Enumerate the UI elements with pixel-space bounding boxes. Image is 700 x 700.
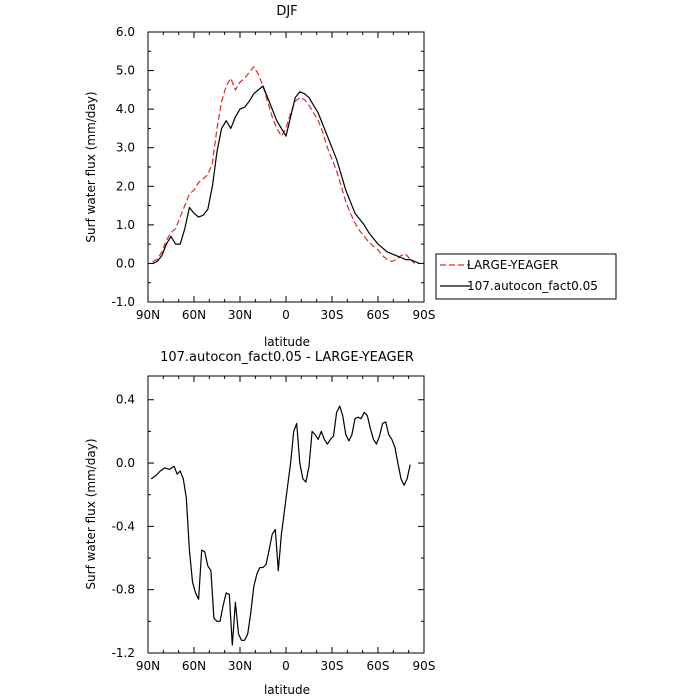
legend-label-large-yeager: LARGE-YEAGER [467,258,558,272]
bottom-y-tick-label: -1.2 [112,646,135,660]
bottom-x-tick-label: 0 [282,659,290,673]
top-y-tick-label: 6.0 [116,25,135,39]
bottom-y-axis-label: Surf water flux (mm/day) [84,438,98,589]
top-x-tick-label: 90N [136,308,160,322]
top-y-tick-label: -1.0 [112,295,135,309]
bottom-y-tick-label: 0.4 [116,393,135,407]
legend-box [435,253,617,300]
top-title: DJF [276,4,297,19]
bottom-x-tick-label: 30S [321,659,344,673]
top-y-tick-label: 2.0 [116,179,135,193]
bottom-y-tick-label: -0.4 [112,519,135,533]
bottom-x-tick-label: 60S [367,659,390,673]
bottom-x-tick-label: 60N [182,659,206,673]
top-x-tick-label: 30S [321,308,344,322]
top-x-tick-label: 60N [182,308,206,322]
top-ticks-group: 90N 60N 30N 0 30S 60S 90S -1.0 0.0 1.0 2.0 3.0 4.0 5.… [112,25,436,322]
bottom-y-tick-label: -0.8 [112,583,135,597]
bottom-ticks-group: 90N 60N 30N 0 30S 60S 90S -1.2 -0.8 -0.4 0.0 0.4 [112,376,436,673]
bottom-y-tick-label: 0.0 [116,456,135,470]
bottom-x-tick-label: 30N [228,659,252,673]
bottom-plot-frame [147,375,425,654]
top-series-line-1 [152,85,420,264]
bottom-x-tick-label: 90N [136,659,160,673]
top-legend: LARGE-YEAGER 107.autocon_fact0.05 [435,253,617,300]
top-series-line-0 [152,66,416,264]
top-y-tick-label: 4.0 [116,102,135,116]
top-y-tick-label: 3.0 [116,141,135,155]
top-plot-frame [147,31,425,303]
legend-label-autocon: 107.autocon_fact0.05 [467,279,598,293]
bottom-series-line-0 [150,405,411,646]
top-x-tick-label: 90S [413,308,436,322]
top-x-tick-label: 60S [367,308,390,322]
top-x-tick-label: 30N [228,308,252,322]
bottom-x-axis-label: latitude [264,683,310,697]
top-panel: DJF 90N 60N 30N 0 30S 60S 90S -1.0 0.0 1.0 2.0 3.0 4… [84,4,617,349]
top-x-axis-label: latitude [264,335,310,349]
bottom-x-tick-label: 90S [413,659,436,673]
bottom-series-group [150,405,411,646]
top-y-tick-label: 5.0 [116,64,135,78]
top-x-tick-label: 0 [282,308,290,322]
top-y-axis-label: Surf water flux (mm/day) [84,91,98,242]
bottom-title: 107.autocon_fact0.05 - LARGE-YEAGER [160,350,414,365]
bottom-panel: 107.autocon_fact0.05 - LARGE-YEAGER 90N 6… [84,350,435,697]
top-series-group [152,66,420,264]
top-y-tick-label: 1.0 [116,218,135,232]
top-y-tick-label: 0.0 [116,256,135,270]
